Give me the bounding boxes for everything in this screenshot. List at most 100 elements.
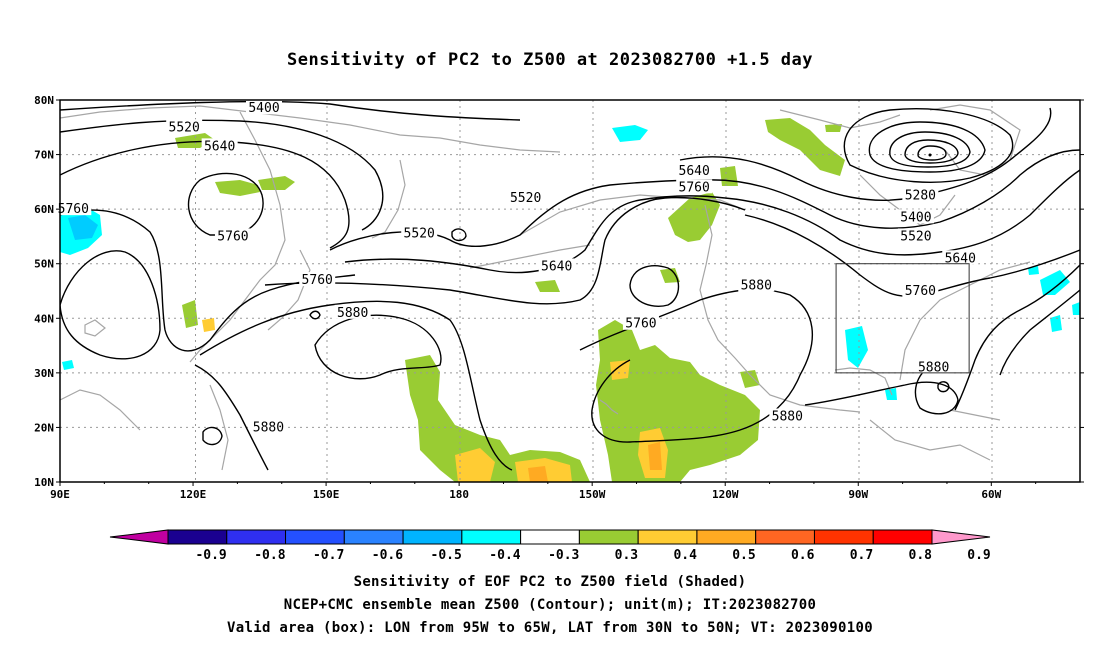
lat-label-10n: 10N (34, 476, 54, 489)
low-center-dot (928, 153, 932, 157)
contour-label-bg (166, 119, 203, 134)
shade-orange-2 (528, 466, 548, 482)
colorbar-label: -0.7 (313, 548, 344, 563)
footer-line-2: NCEP+CMC ensemble mean Z500 (Contour); u… (283, 597, 817, 613)
contour-label-5880: 5880 (918, 360, 949, 375)
map-plot-area: 5400552056405760576055205520564057605640… (55, 99, 1081, 483)
coast-siberia-arctic (60, 105, 561, 153)
contour-label-bg (401, 225, 438, 240)
coast-hawaii (599, 399, 619, 415)
shade-green-siberia-a (215, 180, 260, 196)
colorbar-label: -0.3 (548, 548, 579, 563)
shade-lightblue-west (68, 215, 98, 240)
map-frame (59, 99, 1081, 483)
contour-low-ring-4 (917, 145, 947, 161)
shade-yellow-1 (455, 448, 495, 482)
colorbar-segment (461, 529, 522, 545)
shade-yellow-4 (610, 360, 630, 380)
colorbar-label: 0.9 (967, 548, 990, 563)
figure-title: Sensitivity of PC2 to Z500 at 2023082700… (286, 50, 813, 70)
shade-green-small-6 (720, 166, 738, 186)
contour-5880-center (199, 300, 513, 471)
colorbar: -0.9 -0.8 -0.7 -0.6 -0.5 -0.4 -0.3 0.3 0.4 0.5 0.6… (109, 529, 991, 563)
footer-line-1: Sensitivity of EOF PC2 to Z500 field (Sh… (353, 574, 747, 590)
contour-5880-loop-small (309, 310, 321, 320)
contour-5400 (60, 100, 521, 121)
shade-green-siberia-b (258, 176, 295, 190)
contour-label-5280: 5280 (905, 189, 936, 204)
contour-label-5880: 5880 (772, 410, 803, 425)
contour-east-deep (954, 264, 1080, 411)
colorbar-high-arrow (931, 529, 991, 545)
lon-label-150e: 150E (313, 488, 340, 501)
shade-green-west-pacific (405, 355, 590, 482)
contour-5880-south (194, 364, 269, 471)
contour-label-5640: 5640 (945, 251, 976, 266)
shade-orange-1 (648, 442, 662, 470)
contour-5880-east-b (804, 369, 959, 415)
contour-label-5880: 5880 (741, 279, 772, 294)
contour-label-5880: 5880 (253, 420, 284, 435)
coast-alaska (519, 194, 746, 236)
contour-label-bg (897, 209, 934, 224)
colorbar-label: -0.5 (431, 548, 462, 563)
contour-label-5760: 5760 (58, 202, 89, 217)
lon-label-120e: 120E (180, 488, 207, 501)
coast-central-america (869, 419, 991, 461)
contour-label-bg (299, 272, 336, 287)
latitude-labels: 80N 70N 60N 50N 40N 30N 20N 10N (34, 94, 54, 489)
shade-cyan-east-3 (1072, 302, 1080, 315)
contour-label-bg (769, 408, 806, 423)
contour-label-5640: 5640 (679, 164, 710, 179)
contour-5880-west-loop-small (202, 426, 223, 446)
coast-philippines (209, 384, 229, 471)
footer-line-3: Valid area (box): LON from 95W to 65W, L… (227, 620, 873, 636)
lat-label-50n: 50N (34, 258, 54, 271)
contour-label-5760: 5760 (905, 284, 936, 299)
colorbar-segment (343, 529, 404, 545)
lat-label-40n: 40N (34, 312, 54, 325)
lon-label-90w: 90W (848, 488, 868, 501)
colorbar-segment (167, 529, 228, 545)
contour-label-bg (55, 201, 92, 216)
coast-indochina (60, 389, 141, 431)
colorbar-segment (872, 529, 933, 545)
lat-label-80n: 80N (34, 94, 54, 107)
contour-label-bg (738, 277, 775, 292)
colorbar-label: 0.8 (909, 548, 933, 563)
shade-green-small-2 (660, 268, 680, 283)
contour-label-bg (915, 359, 952, 374)
shade-cyan-atlantic (845, 326, 868, 368)
colorbar-segment (520, 529, 580, 545)
shade-cyan-east-2 (1050, 315, 1062, 332)
contour-5520-small-loop (451, 228, 467, 242)
lat-label-70n: 70N (34, 149, 54, 162)
colorbar-segment (696, 529, 757, 545)
contour-label-bg (201, 138, 238, 153)
contour-label-5640: 5640 (204, 139, 235, 154)
colorbar-label: 0.4 (673, 548, 697, 563)
coast-gulf-coast (834, 367, 893, 396)
shade-cyan-north (612, 125, 648, 142)
contour-label-bg (538, 258, 575, 273)
lon-label-60w: 60W (981, 488, 1001, 501)
contour-label-5520: 5520 (169, 120, 200, 135)
contour-5520-east (704, 149, 1080, 229)
contour-label-5400: 5400 (248, 101, 279, 116)
colorbar-low-arrow (109, 529, 169, 545)
shade-cyan-east-1 (1040, 270, 1070, 295)
contour-label-5520: 5520 (404, 227, 435, 242)
coast-lake (84, 319, 106, 337)
contour-label-5760: 5760 (679, 180, 710, 195)
contour-label-bg (214, 228, 251, 243)
contour-label-bg (246, 100, 282, 115)
contour-label-bg (507, 190, 544, 205)
lon-label-150w: 150W (579, 488, 606, 501)
lat-label-30n: 30N (34, 367, 54, 380)
contour-label-5760: 5760 (625, 317, 656, 332)
contour-5760-west-loop (187, 172, 264, 236)
contour-5640-east (724, 169, 1080, 256)
contour-label-5400: 5400 (900, 210, 931, 225)
contour-east-deep-2 (999, 289, 1080, 376)
colorbar-label: -0.4 (489, 548, 520, 563)
